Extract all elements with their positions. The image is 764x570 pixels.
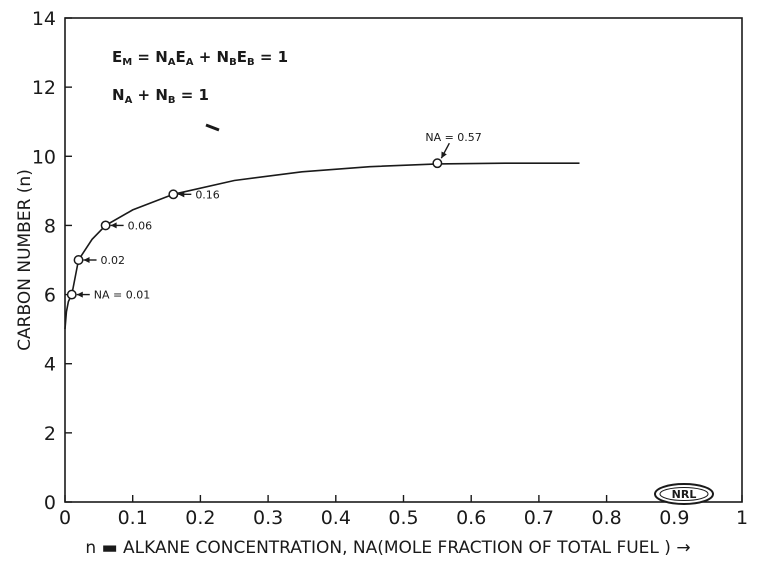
- point-arrowhead: [110, 222, 117, 229]
- x-tick-label: 0.2: [185, 507, 215, 529]
- x-tick-label: 0.8: [591, 507, 621, 529]
- equation-energy: EM = NAEA + NBEB = 1: [112, 48, 288, 68]
- point-label: 0.06: [128, 219, 152, 232]
- y-tick-label: 12: [32, 77, 56, 99]
- y-tick-label: 6: [44, 285, 56, 307]
- equation-fraction: NA + NB = 1: [112, 86, 209, 106]
- nrl-logo: NRL: [654, 483, 714, 505]
- data-point: [432, 158, 443, 169]
- point-arrowhead: [441, 151, 447, 159]
- y-tick-label: 14: [32, 8, 56, 30]
- scan-mark: [205, 123, 220, 132]
- x-tick-label: 0.4: [321, 507, 351, 529]
- data-point: [66, 289, 77, 300]
- y-tick-label: 4: [44, 354, 56, 376]
- x-tick-label: 0.5: [388, 507, 418, 529]
- point-arrowhead: [178, 191, 185, 198]
- equations: EM = NAEA + NBEB = 1 NA + NB = 1: [112, 48, 288, 106]
- x-tick-label: 0.3: [253, 507, 283, 529]
- y-tick-label: 10: [32, 146, 56, 168]
- data-point: [168, 189, 179, 200]
- y-tick-label: 0: [44, 492, 56, 514]
- x-axis-label: n ▬ ALKANE CONCENTRATION, NA(MOLE FRACTI…: [85, 538, 690, 558]
- data-point: [100, 220, 111, 231]
- carbon-number-curve: [64, 162, 580, 330]
- x-tick-label: 0.1: [118, 507, 148, 529]
- x-tick-label: 0.9: [659, 507, 689, 529]
- y-axis-label: CARBON NUMBER (n): [15, 169, 35, 351]
- x-tick-label: 1: [736, 507, 748, 529]
- point-arrowhead: [83, 257, 90, 263]
- y-tick-label: 8: [44, 215, 56, 237]
- point-label: NA = 0.01: [94, 289, 150, 302]
- logo-text: NRL: [672, 488, 697, 501]
- point-arrowhead: [76, 291, 83, 298]
- x-tick-label: 0.6: [456, 507, 486, 529]
- x-tick-label: 0.7: [524, 507, 554, 529]
- point-label: 0.02: [101, 254, 126, 267]
- data-point: [73, 255, 84, 265]
- x-tick-label: 0: [59, 507, 71, 529]
- data-points: NA = 0.01 0.02 0.06 0.16 NA = 0.57: [66, 131, 482, 302]
- point-label: NA = 0.57: [425, 131, 481, 144]
- point-label: 0.16: [195, 188, 220, 201]
- y-tick-label: 2: [44, 423, 56, 445]
